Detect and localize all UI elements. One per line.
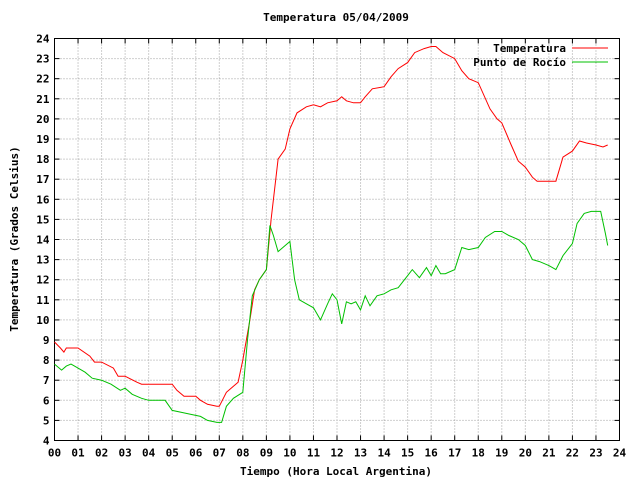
y-tick-label: 12 — [36, 274, 49, 287]
y-tick-label: 22 — [36, 73, 49, 86]
x-tick-label: 01 — [71, 447, 85, 460]
y-tick-label: 15 — [36, 213, 49, 226]
x-tick-label: 15 — [401, 447, 414, 460]
x-tick-label: 16 — [425, 447, 439, 460]
x-tick-label: 02 — [95, 447, 108, 460]
x-tick-label: 14 — [377, 447, 391, 460]
x-tick-label: 23 — [589, 447, 602, 460]
y-tick-label: 8 — [43, 354, 50, 367]
ticks: 00 01 02 03 04 05 06 07 08 09 10 11 12 13 14 15 16 17 18 19… — [36, 33, 626, 460]
y-axis-label: Temperatura (Grados Celsius) — [8, 146, 21, 331]
y-tick-label: 17 — [36, 173, 49, 186]
y-tick-label: 13 — [36, 254, 49, 267]
x-tick-label: 19 — [495, 447, 508, 460]
y-tick-label: 16 — [36, 193, 50, 206]
x-tick-label: 11 — [307, 447, 321, 460]
grid — [54, 38, 620, 441]
x-tick-label: 24 — [613, 447, 627, 460]
y-tick-label: 19 — [36, 133, 49, 146]
y-tick-label: 7 — [43, 374, 50, 387]
x-tick-label: 04 — [142, 447, 156, 460]
legend-label-1: Temperatura — [493, 42, 566, 55]
y-tick-label: 23 — [36, 53, 49, 66]
y-tick-label: 5 — [43, 414, 50, 427]
y-tick-label: 10 — [36, 314, 49, 327]
series-lines — [54, 46, 609, 423]
y-tick-label: 11 — [36, 294, 50, 307]
series-line-2 — [54, 210, 609, 423]
y-tick-label: 4 — [43, 435, 50, 448]
x-axis-label: Tiempo (Hora Local Argentina) — [240, 465, 432, 478]
x-tick-label: 10 — [283, 447, 296, 460]
x-tick-label: 18 — [472, 447, 485, 460]
y-tick-label: 18 — [36, 153, 49, 166]
y-tick-label: 6 — [43, 394, 50, 407]
y-tick-label: 24 — [36, 33, 50, 46]
x-tick-label: 00 — [48, 447, 61, 460]
x-tick-label: 09 — [260, 447, 273, 460]
x-tick-label: 06 — [189, 447, 203, 460]
legend-label-2: Punto de Rocío — [473, 56, 566, 69]
x-tick-label: 21 — [542, 447, 556, 460]
x-tick-label: 20 — [519, 447, 532, 460]
y-tick-label: 21 — [36, 93, 50, 106]
x-tick-label: 03 — [119, 447, 132, 460]
y-tick-label: 14 — [36, 234, 50, 247]
y-tick-label: 20 — [36, 113, 49, 126]
x-tick-label: 22 — [566, 447, 579, 460]
series-line-1 — [54, 46, 608, 407]
x-tick-label: 07 — [213, 447, 226, 460]
x-tick-label: 12 — [330, 447, 343, 460]
x-tick-label: 17 — [448, 447, 461, 460]
x-tick-label: 13 — [354, 447, 367, 460]
x-tick-label: 05 — [166, 447, 179, 460]
chart-title: Temperatura 05/04/2009 — [263, 11, 409, 24]
y-tick-label: 9 — [43, 334, 50, 347]
x-tick-label: 08 — [236, 447, 249, 460]
